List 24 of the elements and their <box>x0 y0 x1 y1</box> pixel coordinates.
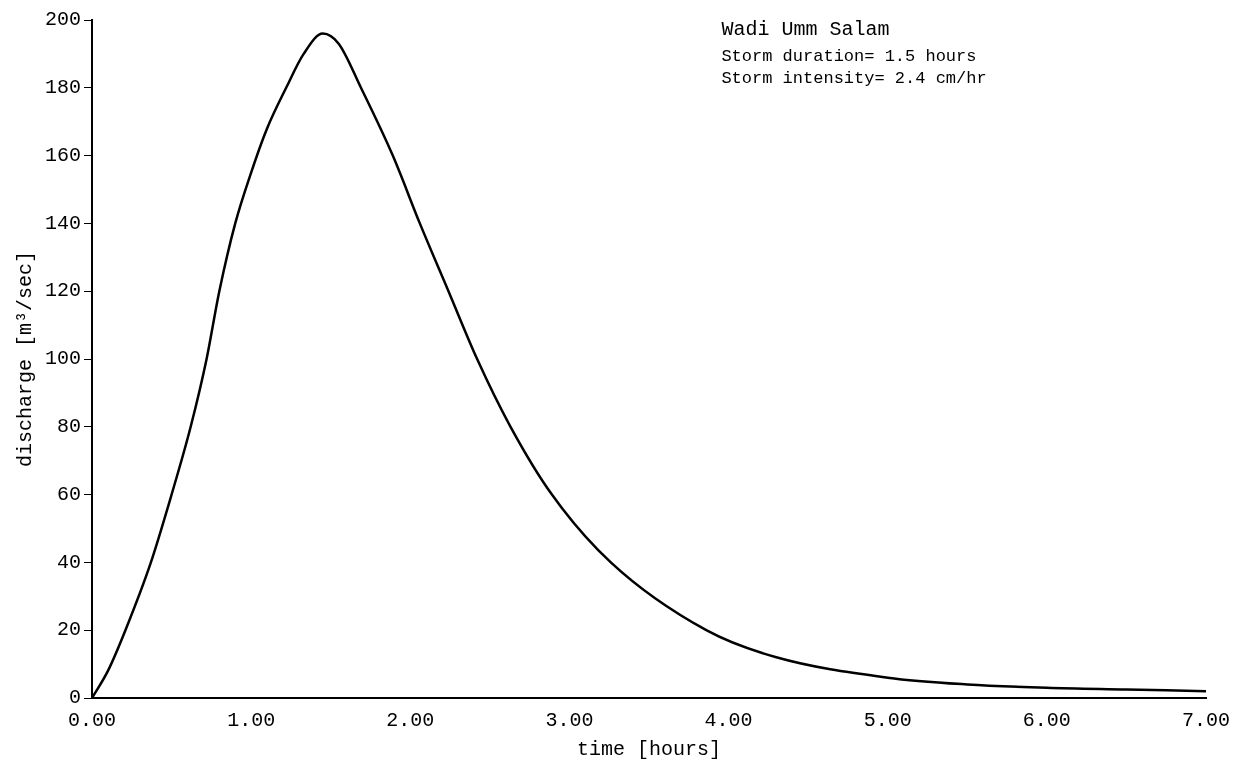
y-axis-title: discharge [m³/sec] <box>14 250 38 468</box>
y-tick-label: 20 <box>56 618 82 642</box>
x-tick-label: 5.00 <box>863 709 912 733</box>
y-tick-label: 120 <box>44 279 82 303</box>
y-tick-label: 40 <box>56 550 82 574</box>
annotation: Storm duration= 1.5 hours <box>721 47 977 66</box>
y-tick-label: 160 <box>44 143 82 167</box>
y-tick-label: 80 <box>56 415 82 439</box>
x-axis-title: time [hours] <box>576 738 722 762</box>
annotation: Storm intensity= 2.4 cm/hr <box>721 69 987 88</box>
x-tick-label: 2.00 <box>386 709 435 733</box>
y-tick-label: 200 <box>44 8 82 32</box>
x-tick-label: 1.00 <box>227 709 276 733</box>
x-tick-label: 7.00 <box>1181 709 1231 733</box>
y-tick-label: 0 <box>68 686 82 710</box>
y-tick-label: 140 <box>44 211 82 235</box>
x-tick-label: 3.00 <box>545 709 594 733</box>
y-tick-label: 180 <box>44 76 82 100</box>
annotation: Wadi Umm Salam <box>721 18 890 42</box>
y-tick-label: 60 <box>56 482 82 506</box>
y-tick-label: 100 <box>44 347 82 371</box>
x-tick-label: 4.00 <box>704 709 753 733</box>
x-tick-label: 6.00 <box>1022 709 1071 733</box>
x-tick-label: 0.00 <box>68 709 117 733</box>
